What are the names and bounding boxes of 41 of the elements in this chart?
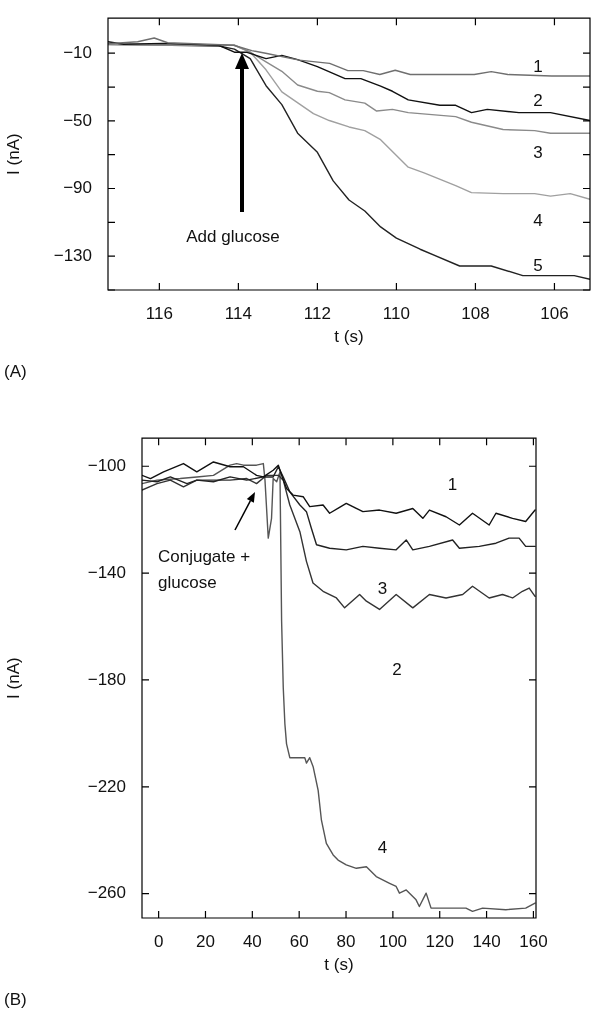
- y-tick-label: −50: [63, 110, 92, 130]
- x-tick-label: 112: [303, 303, 331, 323]
- y-axis-title: I (nA): [3, 133, 23, 175]
- y-tick-label: −180: [87, 669, 126, 689]
- text: (B): [4, 989, 27, 1009]
- x-tick-label: 140: [472, 931, 501, 951]
- y-axis-title: I (nA): [3, 657, 23, 699]
- annotation: Conjugate + glucose: [158, 546, 251, 592]
- x-tick-label: 80: [336, 931, 356, 951]
- series-label: 3: [533, 142, 543, 162]
- text: (A): [4, 361, 27, 381]
- x-tick-label: 160: [519, 931, 548, 951]
- x-axis-title: t (s): [324, 955, 354, 975]
- x-tick-label: 120: [425, 931, 454, 951]
- series-label: 1: [447, 474, 458, 494]
- y-tick-label: −100: [87, 455, 126, 475]
- x-tick-label: 40: [242, 931, 262, 951]
- x-tick-label: 100: [378, 931, 408, 951]
- y-tick-label: −130: [53, 245, 92, 265]
- x-tick-label: 110: [382, 303, 410, 323]
- x-tick-label: 0: [153, 931, 164, 951]
- x-tick-label: 108: [461, 303, 490, 323]
- series-label: 4: [533, 211, 543, 231]
- annotation: Add glucose: [186, 226, 280, 246]
- series-label: 1: [533, 56, 543, 76]
- series-label: 5: [533, 256, 543, 276]
- x-tick-label: 106: [540, 303, 569, 323]
- y-tick-label: −220: [87, 776, 126, 796]
- x-tick-label: 60: [289, 931, 309, 951]
- x-tick-label: 116: [145, 303, 173, 323]
- annotation: 2: [392, 659, 402, 679]
- x-tick-label: 114: [224, 303, 252, 323]
- x-tick-label: 20: [196, 931, 215, 951]
- y-tick-label: −140: [87, 562, 126, 582]
- series-label: 4: [377, 837, 388, 857]
- x-axis-title: t (s): [334, 327, 364, 347]
- series-label: 3: [377, 579, 388, 599]
- y-tick-label: −10: [63, 42, 92, 62]
- y-tick-label: −260: [87, 883, 126, 903]
- y-tick-label: −90: [63, 178, 92, 198]
- series-label: 2: [533, 91, 543, 111]
